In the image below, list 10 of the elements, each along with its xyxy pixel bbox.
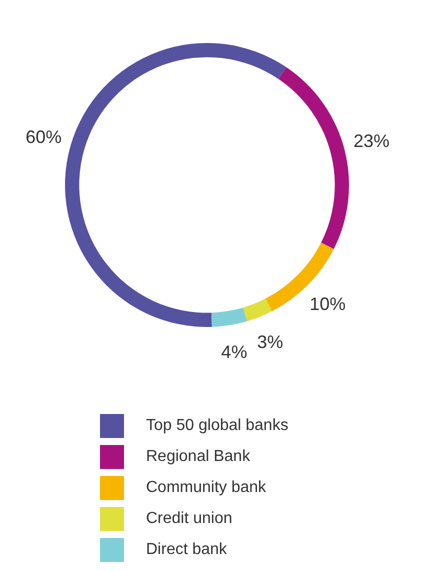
data-label: 60% bbox=[26, 127, 62, 148]
data-label: 3% bbox=[257, 332, 284, 352]
legend-label: Credit union bbox=[146, 510, 232, 528]
data-label: 23% bbox=[353, 131, 390, 152]
data-label: 10% bbox=[310, 294, 346, 314]
data-label: 4% bbox=[221, 342, 248, 362]
legend-label: Top 50 global banks bbox=[146, 416, 288, 434]
legend-label: Direct bank bbox=[146, 540, 227, 558]
legend-label: Community bank bbox=[146, 478, 266, 496]
legend-label: Regional Bank bbox=[146, 448, 250, 466]
